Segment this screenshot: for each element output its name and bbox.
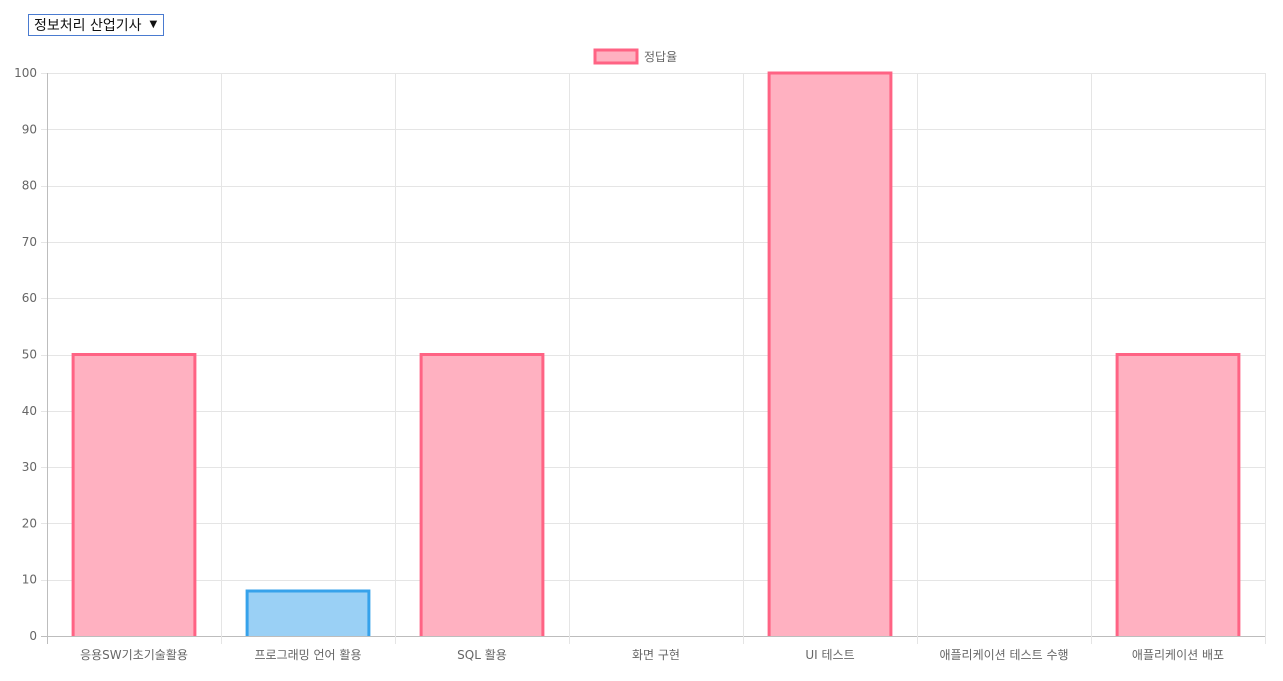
bar-border: [245, 589, 371, 636]
x-tick-label: 응용SW기초기술활용: [80, 648, 188, 662]
y-tick-label: 10: [22, 573, 37, 587]
bar-border: [1115, 353, 1241, 636]
bar-border: [767, 71, 893, 636]
y-tick-label: 80: [22, 179, 37, 193]
y-axis: 0 10 20 30 40 50 60 70 80 90 100: [14, 66, 37, 643]
x-tick-label: 애플리케이션 테스트 수행: [939, 647, 1068, 662]
bar-chart: 정답율 0 10 20 30 40 50 60 70 80 90 100 응용SW기초기술활용 프로그…: [14, 48, 1266, 662]
y-tick-label: 0: [29, 629, 37, 643]
y-tick-label: 20: [22, 516, 37, 530]
x-tick-label: UI 테스트: [805, 648, 854, 662]
bars-group: [71, 71, 1241, 637]
y-tick-label: 40: [22, 404, 37, 418]
x-axis: 응용SW기초기술활용 프로그래밍 언어 활용 SQL 활용 화면 구현 UI 테스트 애플…: [80, 647, 1224, 662]
triangle-down-icon: ▼: [149, 19, 158, 30]
y-tick-label: 100: [14, 66, 37, 80]
bar[interactable]: [73, 354, 195, 637]
x-tick-label: SQL 활용: [457, 648, 507, 662]
y-tick-label: 70: [22, 235, 37, 249]
y-tick-label: 60: [22, 291, 37, 305]
bar[interactable]: [247, 590, 369, 636]
bar[interactable]: [421, 354, 543, 637]
subject-selector-wrap: 정보처리 산업기사 ▼: [28, 14, 165, 36]
y-tick-label: 30: [22, 460, 37, 474]
x-tick-label: 화면 구현: [632, 648, 680, 662]
bar[interactable]: [769, 73, 891, 636]
y-tick-label: 90: [22, 122, 37, 136]
subject-select[interactable]: 정보처리 산업기사 ▼: [28, 14, 165, 36]
y-tick-label: 50: [22, 348, 37, 362]
chart-grid: [41, 73, 1266, 644]
bar-chart-container: 정답율 0 10 20 30 40 50 60 70 80 90 100 응용SW기초기술활용 프로그…: [0, 40, 1283, 677]
chart-legend[interactable]: 정답율: [593, 48, 677, 65]
x-tick-label: 애플리케이션 배포: [1132, 648, 1224, 662]
bar-border: [71, 353, 197, 636]
bar[interactable]: [1117, 354, 1239, 637]
bar-border: [419, 353, 545, 636]
legend-label: 정답율: [644, 50, 677, 64]
x-tick-label: 프로그래밍 언어 활용: [255, 648, 362, 662]
subject-select-value: 정보처리 산업기사: [34, 18, 142, 34]
legend-swatch: [593, 48, 639, 65]
